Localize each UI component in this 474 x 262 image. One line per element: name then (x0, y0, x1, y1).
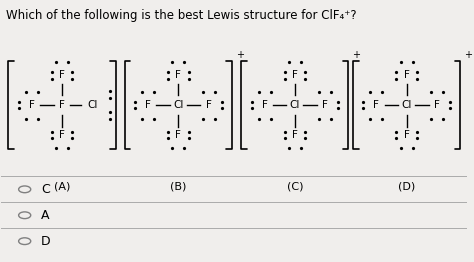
Text: F: F (374, 100, 379, 110)
Text: +: + (464, 50, 472, 60)
Text: F: F (262, 100, 267, 110)
Text: (B): (B) (170, 182, 187, 192)
Text: +: + (352, 50, 360, 60)
Text: (A): (A) (54, 182, 70, 192)
Text: (D): (D) (398, 182, 415, 192)
Text: F: F (59, 100, 65, 110)
Text: F: F (292, 70, 298, 80)
Text: F: F (175, 130, 182, 140)
Text: Cl: Cl (87, 100, 97, 110)
Text: F: F (404, 130, 410, 140)
Text: (C): (C) (287, 182, 303, 192)
Text: F: F (175, 70, 182, 80)
Text: Which of the following is the best Lewis structure for ClF₄⁺?: Which of the following is the best Lewis… (6, 9, 356, 22)
Text: A: A (41, 209, 49, 222)
Text: F: F (206, 100, 211, 110)
Text: +: + (236, 50, 244, 60)
Text: Cl: Cl (173, 100, 183, 110)
Text: F: F (434, 100, 440, 110)
Text: Cl: Cl (401, 100, 412, 110)
Text: Cl: Cl (290, 100, 300, 110)
Text: F: F (59, 70, 65, 80)
Text: D: D (41, 235, 51, 248)
Text: F: F (145, 100, 151, 110)
Text: F: F (59, 130, 65, 140)
Text: C: C (41, 183, 50, 196)
Text: F: F (292, 130, 298, 140)
Text: F: F (29, 100, 35, 110)
Text: F: F (404, 70, 410, 80)
Text: F: F (322, 100, 328, 110)
